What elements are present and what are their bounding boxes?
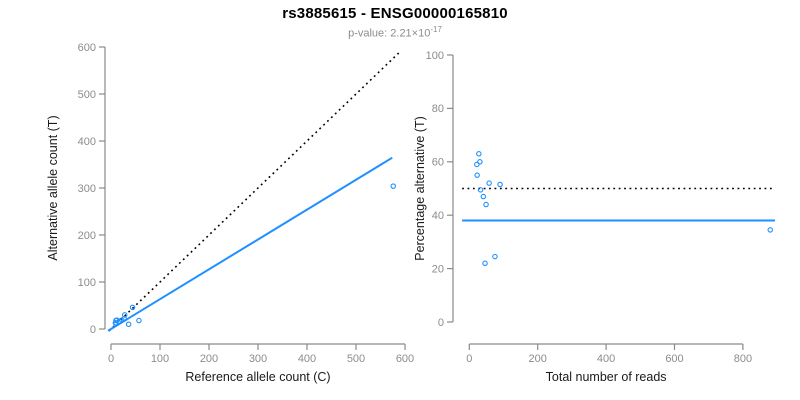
data-point xyxy=(476,151,482,157)
x-axis-title: Reference allele count (C) xyxy=(185,370,330,384)
regression-line xyxy=(107,156,393,332)
data-point xyxy=(121,315,127,322)
x-tick-label: 200 xyxy=(529,353,547,365)
x-tick-label: 500 xyxy=(347,353,365,365)
identity-line xyxy=(108,50,402,332)
x-tick-label: 600 xyxy=(665,353,683,365)
y-tick-label: 0 xyxy=(90,324,96,336)
data-point xyxy=(474,172,480,178)
p-value-exponent: -17 xyxy=(430,25,442,34)
data-point xyxy=(486,180,492,186)
data-point xyxy=(125,321,132,328)
y-tick-label: 100 xyxy=(78,277,96,289)
data-point xyxy=(129,304,136,311)
y-tick-label: 600 xyxy=(78,42,96,54)
data-point xyxy=(136,317,142,324)
y-tick-label: 20 xyxy=(432,263,444,275)
percentage-vs-depth-panel: 0 20 40 60 80 100 0 200 400 600 800 Total number of… xyxy=(413,50,776,384)
y-tick-label: 100 xyxy=(426,50,444,62)
percentage-vs-depth-points xyxy=(474,151,774,267)
x-tick-label: 400 xyxy=(597,353,615,365)
data-point xyxy=(390,183,396,189)
y-tick-label: 500 xyxy=(78,89,96,101)
y-axis-title: Alternative allele count (T) xyxy=(46,115,60,260)
allele-counts-x-axis: 0 100 200 300 400 500 600 xyxy=(108,343,414,365)
data-point xyxy=(121,312,128,318)
x-axis-title: Total number of reads xyxy=(546,370,667,384)
p-value-subtitle: p-value: 2.21×10-17 xyxy=(0,25,790,40)
data-point xyxy=(480,193,487,200)
data-point xyxy=(483,201,489,208)
allele-counts-y-axis: 0 100 200 300 400 500 600 xyxy=(78,42,106,336)
percentage-vs-depth-y-axis: 0 20 40 60 80 100 xyxy=(426,50,454,329)
allele-counts-points xyxy=(112,183,396,328)
data-point xyxy=(497,181,503,188)
data-point xyxy=(474,161,480,168)
y-tick-label: 300 xyxy=(78,183,96,195)
x-tick-label: 0 xyxy=(108,353,114,365)
x-tick-label: 400 xyxy=(298,353,316,365)
y-tick-label: 60 xyxy=(432,157,444,169)
x-tick-label: 0 xyxy=(466,353,472,365)
percentage-vs-depth-x-axis: 0 200 400 600 800 xyxy=(466,343,752,365)
p-value-text: p-value: 2.21×10 xyxy=(348,27,431,40)
data-point xyxy=(477,159,483,165)
x-tick-label: 600 xyxy=(396,353,414,365)
y-tick-label: 80 xyxy=(432,103,444,115)
y-tick-label: 200 xyxy=(78,230,96,242)
x-tick-label: 100 xyxy=(151,353,169,365)
x-tick-label: 300 xyxy=(249,353,267,365)
plot-title: rs3885615 - ENSG00000165810 xyxy=(282,5,508,22)
x-tick-label: 800 xyxy=(734,353,752,365)
data-point xyxy=(477,187,484,193)
allele-counts-panel: 0 100 200 300 400 500 600 0 100 200 300 400 500 600 Re… xyxy=(46,42,414,384)
y-tick-label: 40 xyxy=(432,210,444,222)
data-point xyxy=(492,253,498,260)
y-tick-label: 0 xyxy=(438,317,444,329)
data-point xyxy=(482,260,488,267)
y-tick-label: 400 xyxy=(78,136,96,148)
x-tick-label: 200 xyxy=(200,353,218,365)
data-point xyxy=(767,227,774,233)
y-axis-title: Percentage alternative (T) xyxy=(413,116,427,261)
